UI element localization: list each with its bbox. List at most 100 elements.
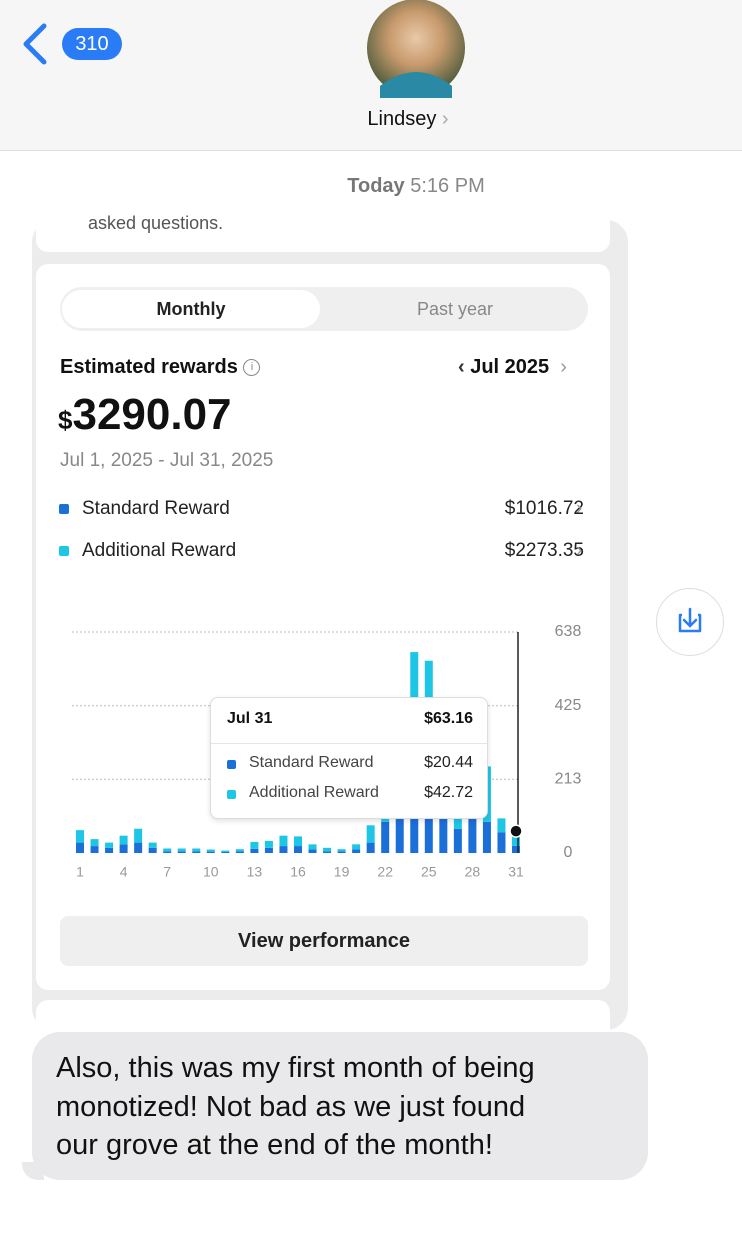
bar-segment	[352, 849, 361, 853]
timestamp: Today 5:16 PM	[300, 175, 532, 198]
legend-chevron: ›	[576, 498, 583, 519]
bar-segment	[482, 821, 491, 853]
y-tick-label: 213	[555, 770, 582, 787]
x-tick-label: 28	[465, 864, 481, 880]
bar-segment	[294, 846, 302, 853]
bar-segment	[221, 851, 230, 853]
tooltip-swatch	[227, 760, 236, 769]
total-amount: 3290.07	[72, 390, 232, 439]
x-tick-label: 4	[120, 864, 128, 880]
legend-label: Additional Reward	[82, 540, 237, 561]
back-chevron[interactable]	[18, 22, 52, 66]
bar-segment	[294, 836, 302, 847]
tooltip-swatch	[227, 790, 236, 799]
back-count[interactable]: 310	[62, 28, 122, 60]
tab[interactable]: Past year	[416, 299, 494, 319]
bar-segment	[148, 847, 157, 853]
message-line: our grove at the end of the month!	[56, 1129, 493, 1161]
bar-segment	[497, 818, 506, 833]
bar-segment	[76, 842, 84, 853]
avatar[interactable]	[366, 0, 466, 98]
bar-segment	[308, 844, 317, 850]
x-tick-label: 19	[334, 864, 350, 880]
bar-segment	[512, 845, 520, 853]
timestamp-time: 5:16 PM	[410, 175, 485, 197]
message-line: monotized! Not bad as we just found	[56, 1090, 526, 1123]
bar-segment	[250, 841, 259, 849]
bar-segment	[105, 842, 114, 848]
x-tick-label: 31	[508, 864, 524, 880]
bar-segment	[221, 850, 230, 852]
bar-segment	[323, 851, 332, 853]
total: $3290.07	[58, 390, 232, 440]
bar-segment	[264, 840, 273, 848]
next-card	[36, 1000, 610, 1030]
bar-segment	[410, 801, 419, 853]
bar-segment	[105, 847, 114, 853]
bar-segment	[395, 811, 404, 853]
bar-segment	[366, 842, 375, 853]
bar-segment	[512, 831, 520, 846]
view-performance-button[interactable]: View performance	[60, 916, 588, 966]
y-tick-label: 0	[564, 844, 573, 861]
period-text[interactable]: Jul 2025	[470, 356, 550, 378]
bar-segment	[453, 828, 462, 853]
message-line: Also, this was my first month of being	[56, 1052, 535, 1084]
bar-segment	[163, 848, 172, 852]
tab[interactable]: Monthly	[62, 290, 320, 328]
x-tick-label: 10	[203, 864, 219, 880]
bar-segment	[192, 848, 201, 852]
bar-segment	[90, 839, 99, 847]
legend-amount: $1016.72	[504, 498, 584, 519]
bar-segment	[134, 842, 143, 853]
bar-segment	[279, 846, 288, 853]
bar-segment	[119, 844, 128, 853]
bar-segment	[177, 848, 186, 852]
x-tick-label: 22	[377, 864, 393, 880]
message-text: Also, this was my first month of being mo…	[56, 1049, 535, 1165]
bar-segment	[439, 814, 448, 853]
x-tick-label: 13	[247, 864, 263, 880]
contact-name[interactable]: Lindsey ›	[367, 108, 449, 130]
bar-segment	[424, 804, 433, 853]
bar-segment	[235, 849, 244, 852]
bar-segment	[308, 849, 317, 853]
legend-swatch	[59, 504, 69, 514]
rewards-card	[36, 264, 610, 990]
legend-chevron: ›	[576, 540, 583, 561]
legend-label: Standard Reward	[82, 498, 230, 519]
previous-card-text: asked questions.	[88, 213, 224, 233]
tooltip-label: Additional Reward	[249, 784, 379, 801]
bar-segment	[352, 844, 361, 850]
bar-segment	[323, 847, 332, 852]
tooltip-label: Standard Reward	[249, 754, 374, 771]
previous-card	[36, 204, 610, 252]
tooltip-total: $63.16	[424, 710, 473, 727]
message-bubble	[32, 1032, 648, 1180]
y-tick-label: 638	[555, 623, 582, 640]
x-tick-label: 16	[290, 864, 306, 880]
period-selector[interactable]: ‹ Jul 2025 ›	[458, 356, 567, 378]
tooltip-amount: $42.72	[424, 784, 473, 801]
bar-segment	[206, 851, 215, 853]
bar-segment	[497, 832, 506, 853]
x-tick-label: 7	[163, 864, 171, 880]
bar-segment	[381, 821, 390, 853]
bar-segment	[90, 846, 99, 853]
bar-segment	[76, 830, 84, 843]
y-tick-label: 425	[555, 697, 582, 714]
legend-amount: $2273.35	[504, 540, 584, 561]
bar-segment	[177, 851, 186, 853]
date-range: Jul 1, 2025 - Jul 31, 2025	[60, 450, 274, 471]
bar-segment	[148, 842, 157, 848]
rewards-title: Estimated rewards i	[60, 356, 261, 379]
bar-segment	[337, 849, 346, 852]
bar-segment	[119, 835, 128, 845]
legend-swatch	[59, 546, 69, 556]
bar-segment	[337, 851, 346, 853]
save-button[interactable]	[656, 588, 724, 656]
contact-name-text[interactable]: Lindsey	[367, 108, 437, 130]
total-currency: $	[58, 405, 73, 435]
bar-segment	[250, 848, 259, 853]
